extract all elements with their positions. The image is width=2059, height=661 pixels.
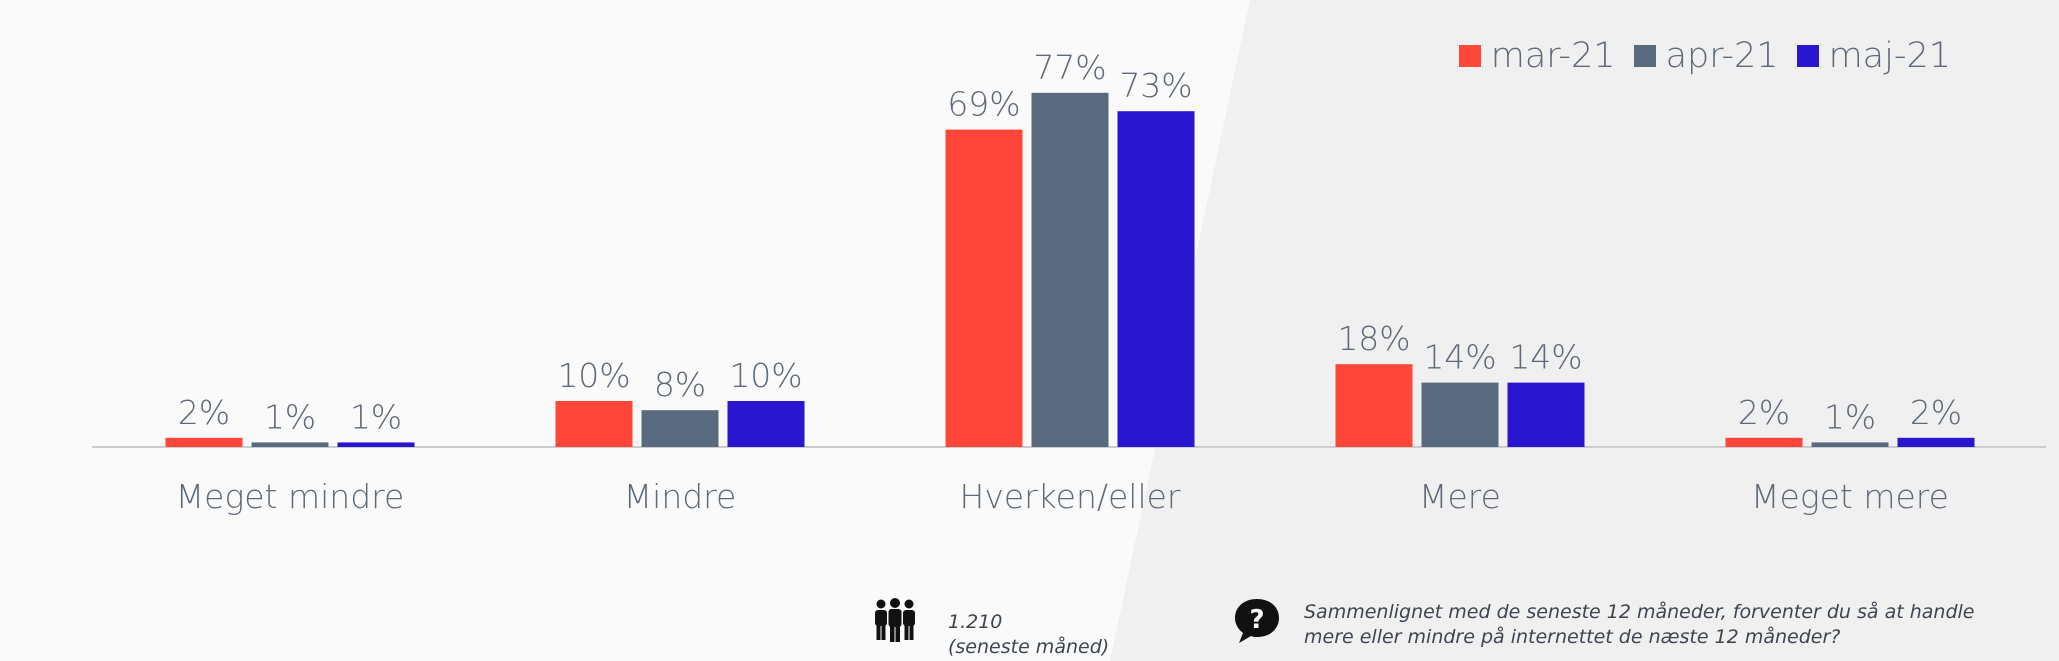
data-label-maj-21-2: 73% (1119, 66, 1192, 105)
chart-legend: mar-21 apr-21 maj-21 (1458, 36, 1951, 76)
bar-apr-21-4 (1811, 442, 1889, 447)
data-label-apr-21-2: 77% (1033, 48, 1106, 87)
bar-mar-21-3 (1335, 364, 1413, 447)
legend-item-maj-21: maj-21 (1796, 36, 1951, 76)
people-group-icon (875, 598, 915, 642)
bar-maj-21-1 (727, 401, 805, 447)
svg-text:?: ? (1249, 605, 1264, 635)
category-label-4: Meget mere (1751, 477, 1949, 516)
bar-apr-21-2 (1031, 92, 1109, 448)
data-label-mar-21-0: 2% (178, 393, 230, 432)
sample-size-block: 1.210 (seneste måned) (872, 598, 1109, 660)
data-label-mar-21-4: 2% (1738, 393, 1790, 432)
data-label-maj-21-4: 2% (1910, 393, 1962, 432)
legend-item-apr-21: apr-21 (1633, 36, 1779, 76)
data-label-apr-21-3: 14% (1423, 338, 1496, 377)
data-label-mar-21-1: 10% (557, 356, 630, 395)
data-label-apr-21-1: 8% (654, 365, 706, 404)
question-bubble-icon: ? (1235, 599, 1279, 643)
data-label-maj-21-3: 14% (1509, 338, 1582, 377)
bar-apr-21-0 (251, 442, 329, 447)
bar-maj-21-0 (337, 442, 415, 447)
legend-swatch-mar-21 (1458, 45, 1481, 67)
bar-apr-21-1 (641, 410, 719, 447)
data-label-maj-21-0: 1% (350, 397, 402, 436)
survey-question: Sammenlignet med de seneste 12 måneder, … (1304, 601, 1975, 648)
bar-mar-21-4 (1725, 437, 1803, 447)
legend-swatch-maj-21 (1796, 45, 1819, 67)
bar-mar-21-1 (555, 401, 633, 447)
data-label-mar-21-2: 69% (947, 85, 1020, 124)
data-label-mar-21-3: 18% (1337, 319, 1410, 358)
bar-mar-21-0 (165, 437, 243, 447)
category-label-2: Hverken/eller (960, 477, 1181, 516)
legend-label-mar-21: mar-21 (1490, 36, 1616, 76)
legend-item-mar-21: mar-21 (1458, 36, 1616, 76)
bar-mar-21-2 (945, 129, 1023, 447)
legend-label-apr-21: apr-21 (1665, 36, 1779, 76)
data-label-apr-21-0: 1% (264, 397, 316, 436)
question-block: ? Sammenlignet med de seneste 12 måneder… (1232, 596, 1984, 650)
legend-label-maj-21: maj-21 (1828, 36, 1951, 76)
category-label-1: Mindre (624, 477, 737, 516)
sample-size-value: 1.210 (948, 611, 1003, 633)
bar-maj-21-3 (1507, 382, 1585, 447)
sample-size-text: 1.210 (seneste måned) (948, 610, 1109, 660)
bar-maj-21-4 (1897, 437, 1975, 447)
data-label-apr-21-4: 1% (1824, 397, 1876, 436)
category-label-3: Mere (1419, 477, 1501, 516)
data-label-maj-21-1: 10% (729, 356, 802, 395)
bar-apr-21-3 (1421, 382, 1499, 447)
category-label-0: Meget mindre (176, 477, 405, 516)
sample-size-note: (seneste måned) (948, 636, 1110, 658)
bar-maj-21-2 (1117, 111, 1195, 447)
legend-swatch-apr-21 (1633, 45, 1656, 67)
